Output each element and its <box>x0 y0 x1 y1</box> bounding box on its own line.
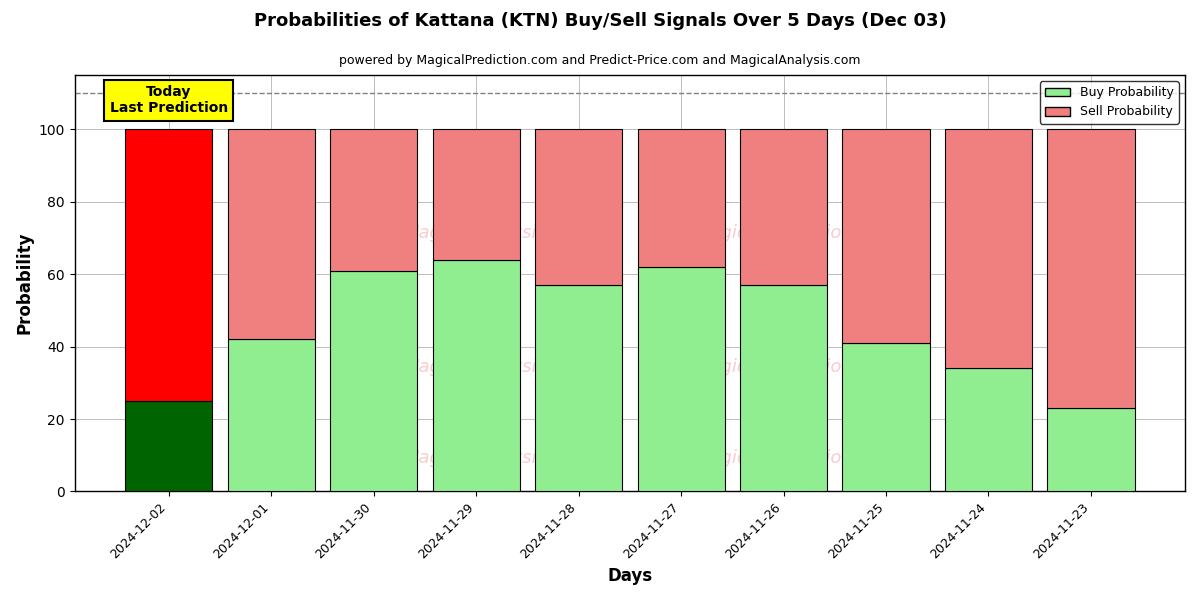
Bar <box>432 260 520 491</box>
Bar <box>740 285 827 491</box>
Text: MagicalPrediction.com: MagicalPrediction.com <box>695 224 898 242</box>
Text: MagicalPrediction.com: MagicalPrediction.com <box>695 449 898 467</box>
Bar <box>228 340 314 491</box>
Bar <box>1048 408 1134 491</box>
X-axis label: Days: Days <box>607 567 653 585</box>
Bar <box>330 271 418 491</box>
Text: MagicalAnalysis.com: MagicalAnalysis.com <box>403 358 590 376</box>
Bar <box>740 130 827 285</box>
Bar <box>637 267 725 491</box>
Bar <box>944 368 1032 491</box>
Bar <box>432 130 520 260</box>
Bar <box>637 130 725 267</box>
Bar <box>330 130 418 271</box>
Text: powered by MagicalPrediction.com and Predict-Price.com and MagicalAnalysis.com: powered by MagicalPrediction.com and Pre… <box>340 54 860 67</box>
Text: MagicalAnalysis.com: MagicalAnalysis.com <box>403 449 590 467</box>
Text: MagicalPrediction.com: MagicalPrediction.com <box>695 358 898 376</box>
Text: MagicalAnalysis.com: MagicalAnalysis.com <box>403 224 590 242</box>
Y-axis label: Probability: Probability <box>16 232 34 334</box>
Bar <box>125 130 212 401</box>
Bar <box>944 130 1032 368</box>
Legend: Buy Probability, Sell Probability: Buy Probability, Sell Probability <box>1040 81 1178 124</box>
Bar <box>535 285 622 491</box>
Text: Probabilities of Kattana (KTN) Buy/Sell Signals Over 5 Days (Dec 03): Probabilities of Kattana (KTN) Buy/Sell … <box>253 12 947 30</box>
Bar <box>1048 130 1134 408</box>
Bar <box>125 401 212 491</box>
Bar <box>535 130 622 285</box>
Bar <box>842 130 930 343</box>
Text: Today
Last Prediction: Today Last Prediction <box>109 85 228 115</box>
Bar <box>842 343 930 491</box>
Bar <box>228 130 314 340</box>
